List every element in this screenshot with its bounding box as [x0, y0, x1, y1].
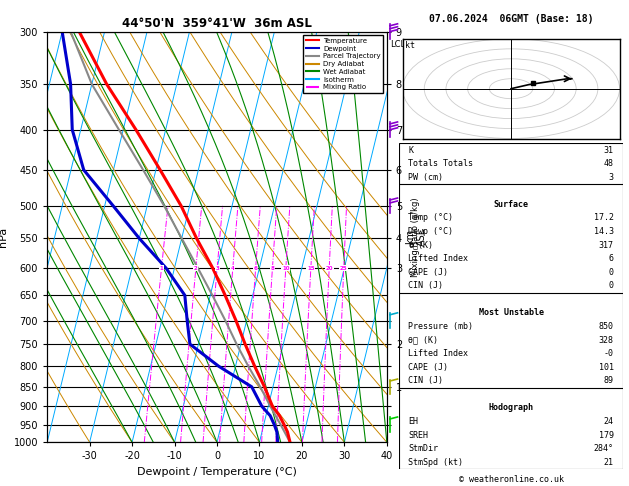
Text: Pressure (mb): Pressure (mb) [408, 322, 474, 331]
Text: 284°: 284° [594, 444, 614, 453]
Text: Temp (°C): Temp (°C) [408, 213, 454, 223]
Text: CIN (J): CIN (J) [408, 376, 443, 385]
Text: 317: 317 [599, 241, 614, 250]
Text: 4: 4 [231, 265, 235, 271]
X-axis label: Dewpoint / Temperature (°C): Dewpoint / Temperature (°C) [137, 467, 297, 477]
Text: Dewp (°C): Dewp (°C) [408, 227, 454, 236]
Text: StmSpd (kt): StmSpd (kt) [408, 458, 464, 467]
Text: EH: EH [408, 417, 418, 426]
Text: 15: 15 [307, 265, 314, 271]
Text: Surface: Surface [494, 200, 528, 209]
Y-axis label: hPa: hPa [0, 227, 8, 247]
Text: Lifted Index: Lifted Index [408, 254, 469, 263]
Text: 3: 3 [609, 173, 614, 182]
Text: K: K [408, 146, 413, 155]
Text: 8: 8 [270, 265, 274, 271]
Text: Totals Totals: Totals Totals [408, 159, 474, 168]
Text: CAPE (J): CAPE (J) [408, 363, 448, 372]
Text: © weatheronline.co.uk: © weatheronline.co.uk [459, 474, 564, 484]
Text: CAPE (J): CAPE (J) [408, 268, 448, 277]
Text: 24: 24 [604, 417, 614, 426]
Legend: Temperature, Dewpoint, Parcel Trajectory, Dry Adiabat, Wet Adiabat, Isotherm, Mi: Temperature, Dewpoint, Parcel Trajectory… [303, 35, 383, 93]
Text: CIN (J): CIN (J) [408, 281, 443, 290]
Text: 0: 0 [609, 281, 614, 290]
Text: 0: 0 [609, 268, 614, 277]
Text: LCL: LCL [390, 40, 405, 49]
Text: 850: 850 [599, 322, 614, 331]
Text: 14.3: 14.3 [594, 227, 614, 236]
Text: 10: 10 [282, 265, 289, 271]
Text: 1: 1 [160, 265, 164, 271]
Text: 328: 328 [599, 336, 614, 345]
Text: SREH: SREH [408, 431, 428, 439]
Text: Hodograph: Hodograph [489, 403, 533, 413]
Text: -0: -0 [604, 349, 614, 358]
Text: 3: 3 [215, 265, 219, 271]
Text: 20: 20 [325, 265, 333, 271]
Y-axis label: km
ASL: km ASL [405, 228, 426, 246]
Text: 48: 48 [604, 159, 614, 168]
Text: StmDir: StmDir [408, 444, 438, 453]
Text: 07.06.2024  06GMT (Base: 18): 07.06.2024 06GMT (Base: 18) [429, 14, 593, 24]
Text: 17.2: 17.2 [594, 213, 614, 223]
Text: 179: 179 [599, 431, 614, 439]
Text: Mixing Ratio (g/kg): Mixing Ratio (g/kg) [411, 197, 420, 277]
Text: 6: 6 [253, 265, 258, 271]
Text: 89: 89 [604, 376, 614, 385]
Text: θᴇ (K): θᴇ (K) [408, 336, 438, 345]
Text: PW (cm): PW (cm) [408, 173, 443, 182]
Text: 2: 2 [194, 265, 198, 271]
Text: 6: 6 [609, 254, 614, 263]
Text: 25: 25 [340, 265, 348, 271]
Title: 44°50'N  359°41'W  36m ASL: 44°50'N 359°41'W 36m ASL [122, 17, 312, 31]
Text: 31: 31 [604, 146, 614, 155]
Text: θᴇ(K): θᴇ(K) [408, 241, 433, 250]
Text: kt: kt [404, 41, 415, 50]
Text: Most Unstable: Most Unstable [479, 309, 543, 317]
Text: 101: 101 [599, 363, 614, 372]
Text: 21: 21 [604, 458, 614, 467]
Text: Lifted Index: Lifted Index [408, 349, 469, 358]
